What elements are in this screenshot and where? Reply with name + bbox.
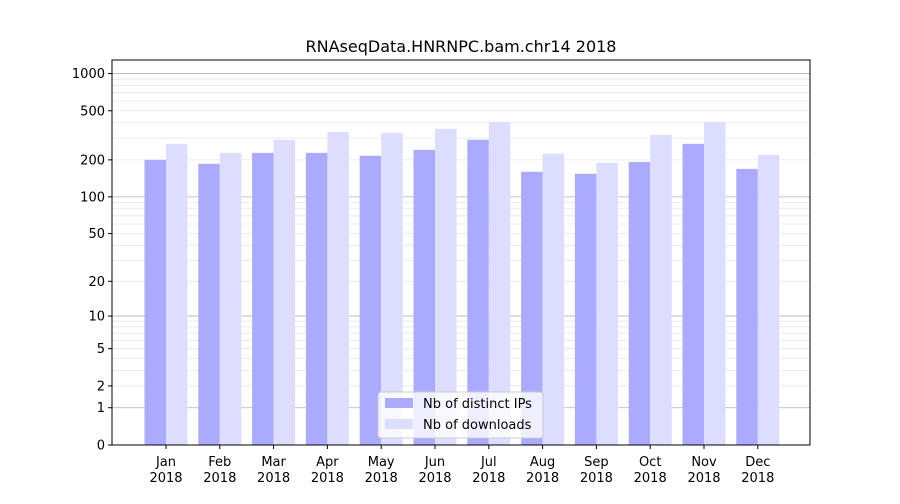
y-tick-label: 20 <box>88 275 105 290</box>
bar-distinct-ips <box>574 173 597 446</box>
y-tick-label: 1000 <box>72 67 105 82</box>
bar-downloads <box>327 131 349 445</box>
x-tick-label: 2018 <box>365 471 398 486</box>
x-tick-label: 2018 <box>257 471 290 486</box>
bar-downloads <box>273 139 296 446</box>
x-tick-label: 2018 <box>741 471 774 486</box>
bar-downloads <box>488 121 511 445</box>
bars <box>144 121 780 446</box>
x-tick-label: 2018 <box>472 471 505 486</box>
bar-downloads <box>219 152 242 446</box>
bar-downloads <box>381 132 403 445</box>
plot-frame <box>111 59 811 446</box>
bar-distinct-ips <box>467 139 489 446</box>
x-tick-label: 2018 <box>580 471 613 486</box>
x-tick-label: Apr <box>316 455 339 470</box>
bar-downloads <box>757 155 780 446</box>
x-tick-label: Feb <box>208 455 231 470</box>
bar-distinct-ips <box>521 171 543 445</box>
bar-distinct-ips <box>682 143 704 445</box>
x-tick-label: Jun <box>424 455 445 470</box>
y-tick-label: 50 <box>88 227 105 242</box>
x-tick-label: Mar <box>261 455 286 470</box>
bar-downloads <box>435 128 457 445</box>
y-tick-label: 100 <box>80 190 105 205</box>
bar-distinct-ips <box>144 159 166 446</box>
x-tick-label: Jan <box>155 455 176 470</box>
legend-swatch-downloads <box>385 419 413 429</box>
legend-box <box>377 391 544 439</box>
x-tick-label: Nov <box>691 455 717 470</box>
x-tick-label: 2018 <box>634 471 667 486</box>
y-tick-label: 0 <box>97 439 105 454</box>
legend-swatch-ips <box>385 398 413 408</box>
bar-distinct-ips <box>305 152 328 446</box>
bar-downloads <box>704 121 726 445</box>
x-tick-label: May <box>368 455 395 470</box>
x-tick-label: Sep <box>584 455 609 470</box>
x-tick-label: 2018 <box>203 471 236 486</box>
legend-label-downloads: Nb of downloads <box>423 418 532 433</box>
bar-downloads <box>166 143 188 445</box>
x-tick-label: 2018 <box>526 471 559 486</box>
y-tick-label: 1 <box>97 401 105 416</box>
x-tick-label: 2018 <box>687 471 720 486</box>
chart-title: RNAseqData.HNRNPC.bam.chr14 2018 <box>306 37 617 56</box>
x-tick-label: Oct <box>639 455 661 470</box>
bar-distinct-ips <box>252 152 274 446</box>
legend-label-ips: Nb of distinct IPs <box>423 397 532 412</box>
bar-distinct-ips <box>359 155 382 446</box>
bar-distinct-ips <box>198 163 220 445</box>
y-axis: 0 1 2 5 10 20 50 100 200 500 1000 <box>72 67 112 454</box>
bar-distinct-ips <box>413 149 435 445</box>
bar-downloads <box>596 162 618 445</box>
x-tick-label: Dec <box>745 455 770 470</box>
x-tick-label: 2018 <box>418 471 451 486</box>
bar-downloads <box>650 134 672 445</box>
y-tick-label: 10 <box>88 310 105 325</box>
x-tick-label: 2018 <box>311 471 344 486</box>
x-tick-label: Jul <box>480 455 497 470</box>
x-tick-label: 2018 <box>149 471 182 486</box>
bar-distinct-ips <box>736 168 758 445</box>
y-tick-label: 200 <box>80 153 105 168</box>
x-tick-label: Aug <box>530 455 555 470</box>
y-tick-label: 2 <box>97 379 105 394</box>
y-tick-label: 500 <box>80 104 105 119</box>
legend: Nb of distinct IPs Nb of downloads <box>377 391 544 439</box>
bar-downloads <box>542 153 565 445</box>
y-tick-label: 5 <box>97 342 105 357</box>
bar-distinct-ips <box>628 162 651 445</box>
x-axis: Jan2018Feb2018Mar2018Apr2018May2018Jun20… <box>149 445 774 486</box>
